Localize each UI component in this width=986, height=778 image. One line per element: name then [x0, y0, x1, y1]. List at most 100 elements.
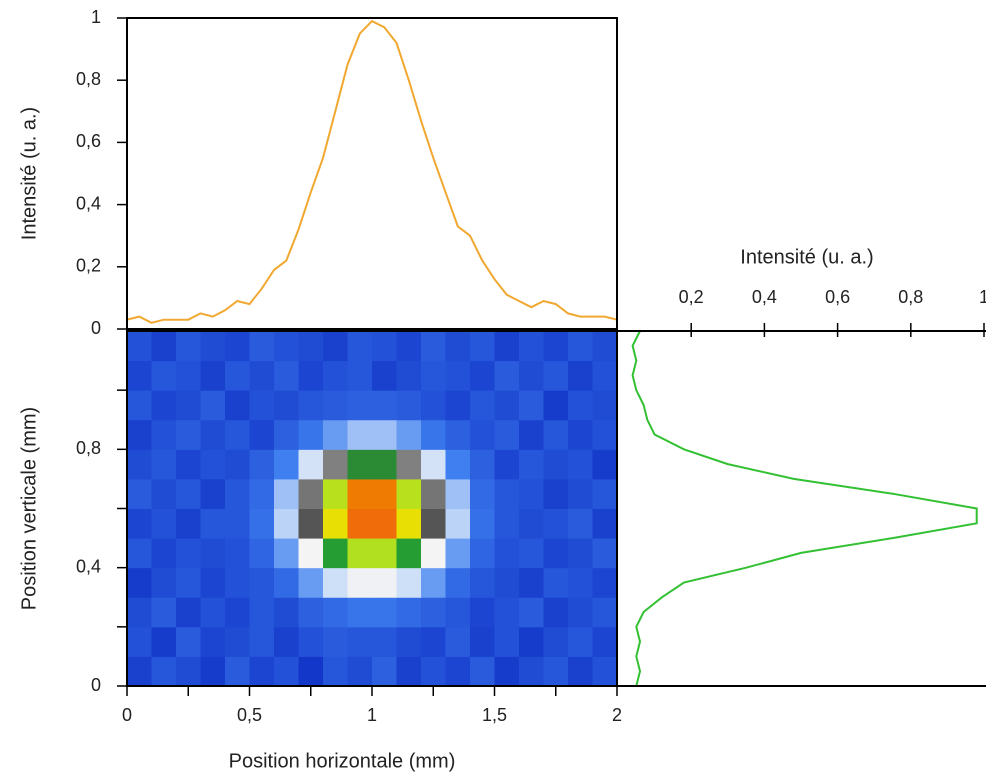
- heat-cell: [470, 331, 495, 362]
- heat-cell: [421, 331, 446, 362]
- heat-cell: [127, 626, 152, 657]
- y-tick-label: 0,2: [76, 256, 101, 276]
- x-tick-label: 1: [979, 287, 986, 307]
- heat-cell: [249, 360, 275, 391]
- heat-cell: [519, 597, 544, 628]
- heat-cell: [421, 567, 446, 598]
- heat-cell: [298, 508, 324, 539]
- heat-cell: [200, 419, 226, 450]
- heat-cell: [347, 656, 373, 687]
- heat-cell: [225, 449, 250, 480]
- heat-cell: [519, 478, 544, 509]
- heat-cell: [543, 656, 569, 687]
- heat-cell: [127, 508, 152, 539]
- heat-cell: [347, 626, 373, 657]
- heat-cell: [592, 419, 618, 450]
- heat-cell: [396, 508, 422, 539]
- heat-cell: [421, 626, 446, 657]
- heat-cell: [470, 626, 495, 657]
- heat-cell: [298, 656, 324, 687]
- heat-cell: [151, 597, 177, 628]
- heat-cell: [151, 656, 177, 687]
- heat-cell: [470, 360, 495, 391]
- heat-cell: [225, 597, 250, 628]
- heat-cell: [519, 508, 544, 539]
- heat-cell: [151, 626, 177, 657]
- heat-cell: [494, 449, 520, 480]
- heat-cell: [151, 390, 177, 421]
- heat-cell: [592, 567, 618, 598]
- heat-cell: [127, 567, 152, 598]
- y-tick-label: 0,8: [76, 438, 101, 458]
- heat-cell: [347, 478, 373, 509]
- heat-cell: [494, 360, 520, 391]
- heat-cell: [200, 597, 226, 628]
- x-axis-title: Position horizontale (mm): [229, 750, 456, 772]
- x-axis-title: Intensité (u. a.): [740, 246, 873, 268]
- heat-cell: [543, 626, 569, 657]
- heat-cell: [176, 478, 201, 509]
- heat-cell: [568, 449, 593, 480]
- heat-cell: [396, 478, 422, 509]
- heat-cell: [421, 419, 446, 450]
- y-tick-label: 0,4: [76, 193, 101, 213]
- heat-cell: [176, 419, 201, 450]
- heat-cell: [445, 390, 471, 421]
- heat-cell: [225, 478, 250, 509]
- heat-cell: [470, 419, 495, 450]
- heat-cell: [568, 508, 593, 539]
- heat-cell: [568, 538, 593, 569]
- y-tick-label: 0,6: [76, 131, 101, 151]
- heat-cell: [151, 360, 177, 391]
- heat-cell: [347, 567, 373, 598]
- heat-cell: [323, 331, 348, 362]
- heat-cell: [274, 390, 299, 421]
- heat-cell: [372, 538, 397, 569]
- heat-cell: [249, 538, 275, 569]
- heat-cell: [519, 626, 544, 657]
- heat-cell: [298, 419, 324, 450]
- heat-cell: [470, 597, 495, 628]
- heat-cell: [543, 567, 569, 598]
- heat-cell: [372, 360, 397, 391]
- heat-cell: [494, 331, 520, 362]
- heat-cell: [127, 449, 152, 480]
- heat-cell: [445, 360, 471, 391]
- heat-cell: [127, 597, 152, 628]
- heat-cell: [200, 360, 226, 391]
- heat-cell: [519, 449, 544, 480]
- plot-frame: [126, 17, 618, 330]
- heat-cell: [568, 331, 593, 362]
- heat-cell: [176, 360, 201, 391]
- heat-cell: [347, 449, 373, 480]
- heat-cell: [372, 567, 397, 598]
- heat-cell: [543, 478, 569, 509]
- heat-cell: [298, 478, 324, 509]
- heat-cell: [519, 331, 544, 362]
- heat-cell: [470, 567, 495, 598]
- heat-cell: [225, 390, 250, 421]
- profile-line: [126, 19, 618, 324]
- heat-cell: [494, 390, 520, 421]
- y-tick-label: 1: [91, 7, 101, 27]
- heat-cell: [445, 508, 471, 539]
- heat-cell: [298, 390, 324, 421]
- y-axis-title: Intensité (u. a.): [18, 107, 40, 240]
- heat-cell: [323, 508, 348, 539]
- heat-cell: [445, 419, 471, 450]
- heat-cell: [494, 478, 520, 509]
- heat-cell: [494, 626, 520, 657]
- heat-cell: [445, 538, 471, 569]
- heat-cell: [249, 390, 275, 421]
- heat-cell: [519, 360, 544, 391]
- heat-cell: [568, 567, 593, 598]
- heat-cell: [274, 478, 299, 509]
- heat-cell: [225, 538, 250, 569]
- heat-cell: [176, 508, 201, 539]
- heat-cell: [372, 331, 397, 362]
- heat-cell: [274, 538, 299, 569]
- heat-cell: [347, 419, 373, 450]
- heat-cell: [372, 449, 397, 480]
- heat-cell: [543, 508, 569, 539]
- heat-cell: [200, 508, 226, 539]
